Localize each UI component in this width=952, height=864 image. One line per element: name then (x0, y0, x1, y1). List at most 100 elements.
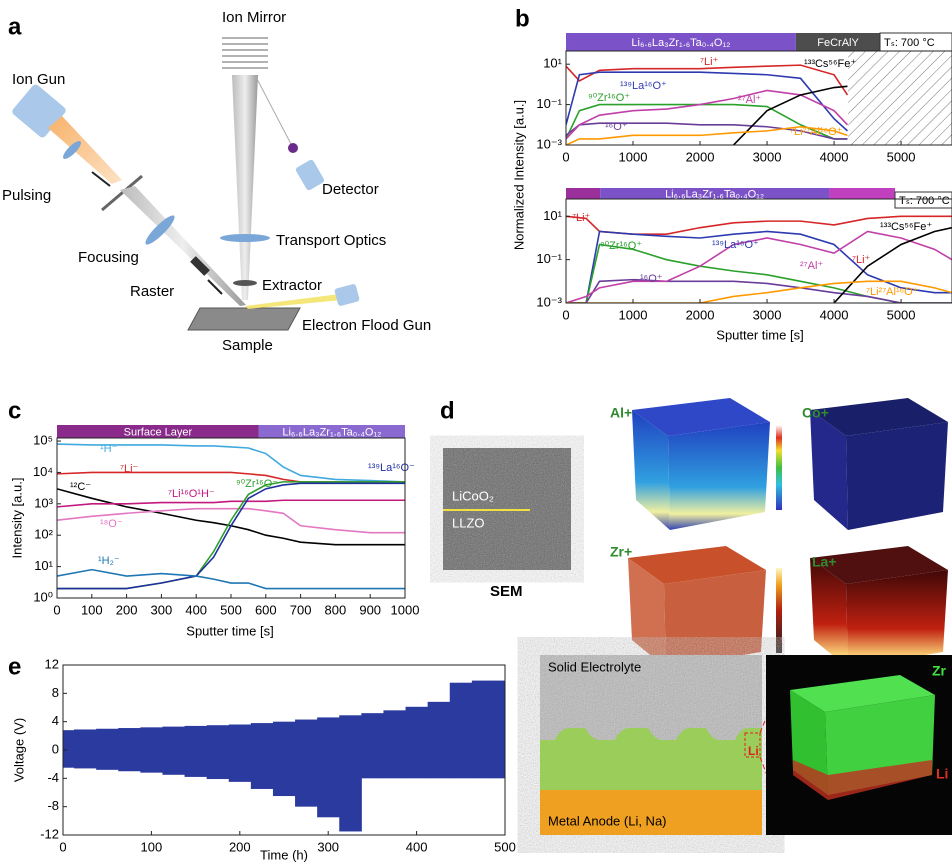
y-tick-label: 10⁻¹ (536, 96, 562, 111)
sem-caption: SEM (490, 583, 523, 600)
voltage-range (471, 680, 495, 779)
series-label: ¹H⁻ (100, 443, 118, 455)
voltage-range (63, 730, 75, 768)
x-tick-label: 100 (81, 602, 103, 617)
cube-zr (628, 546, 766, 668)
y-tick-label: -8 (47, 798, 59, 813)
transport-lens (220, 234, 270, 242)
x-tick-label: 300 (151, 602, 173, 617)
series-line (57, 499, 405, 508)
layer-band (829, 188, 896, 199)
ion-dot (288, 143, 298, 153)
x-tick-label: 0 (562, 307, 569, 322)
series-line (57, 482, 405, 590)
voltage-range (140, 727, 163, 773)
band-label: Surface Layer (124, 426, 193, 438)
x-tick-label: 0 (562, 149, 569, 164)
deflector (101, 174, 143, 212)
map-label: Al+ (610, 405, 632, 421)
x-tick-label: 200 (116, 602, 138, 617)
series-label: ¹³⁹La¹⁶O⁺ (712, 239, 759, 251)
y-tick-label: 12 (45, 656, 59, 671)
y-tick-label: 10⁴ (33, 464, 53, 479)
y-tick-label: 10⁻³ (536, 136, 562, 151)
y-axis-label: Intensity [a.u.] (9, 478, 24, 559)
series-line (57, 488, 405, 546)
voltage-range (184, 725, 208, 777)
ion-mirror-grating (222, 37, 268, 69)
x-tick-label: 5000 (887, 307, 916, 322)
voltage-range (427, 701, 451, 779)
series-label: ¹²C⁻ (70, 481, 91, 493)
raster-plate-2 (207, 279, 223, 295)
series-line (57, 443, 405, 483)
voltage-range (339, 715, 362, 832)
band-label: Li₆.₆La₃Zr₁.₆Ta₀.₄O₁₂ (631, 37, 730, 49)
label: Ion Gun (12, 71, 65, 88)
layer-band (566, 33, 796, 51)
voltage-range (405, 706, 429, 779)
voltage-range (206, 725, 230, 780)
detector (295, 159, 325, 191)
series-line (566, 278, 952, 303)
x-tick-label: 3000 (753, 149, 782, 164)
map-li (793, 760, 932, 800)
series-line (566, 89, 849, 140)
y-tick-label: 10⁻¹ (536, 251, 562, 266)
band-label: FeCrAlY (817, 37, 859, 49)
y-tick-label: 10² (34, 527, 53, 542)
series-line (833, 226, 952, 303)
voltage-range (272, 721, 296, 797)
voltage-range (361, 713, 384, 779)
x-axis-label: Sputter time [s] (716, 327, 803, 342)
x-tick-label: 1000 (619, 149, 648, 164)
voltage-range (96, 728, 119, 770)
x-tick-label: 4000 (820, 307, 849, 322)
label: Li (748, 744, 759, 758)
y-tick-label: 10⁰ (33, 589, 53, 604)
plot-area (566, 51, 952, 145)
label: Li (936, 766, 948, 782)
cube-la (810, 546, 948, 668)
series-label: ⁷Li²⁷Al¹⁶O⁺ (866, 286, 919, 298)
map-label: Co+ (802, 405, 829, 421)
label: Focusing (78, 249, 139, 266)
label: Pulsing (2, 187, 51, 204)
series-line (566, 230, 952, 303)
series-label: ²⁷Al⁺ (800, 260, 823, 272)
band-label: Li₆.₆La₃Zr₁.₆Ta₀.₄O₁₂ (282, 426, 381, 438)
annotation-box (894, 191, 952, 209)
y-tick-label: 10³ (34, 495, 53, 510)
colorbar (776, 568, 782, 653)
series-label: ⁷Li⁺ (852, 254, 871, 266)
panel-d: LiCoO₂ LLZO SEM Al+ Co+ Zr+ La+ (443, 398, 948, 668)
label: Metal Anode (Li, Na) (548, 813, 667, 828)
x-tick-label: 0 (59, 839, 66, 854)
voltage-range (449, 682, 473, 779)
label: Zr (932, 663, 947, 679)
cube-al (632, 398, 770, 530)
cube-co (810, 398, 948, 530)
band-label: Li₆.₆La₃Zr₁.₆Ta₀.₄O₁₂ (665, 188, 764, 200)
plot-area (63, 680, 505, 832)
panel-label: e (8, 653, 21, 680)
layer-band (258, 425, 405, 438)
x-tick-label: 100 (141, 839, 163, 854)
transport-cone (232, 75, 258, 300)
panel-e-schematic: Solid Electrolyte Metal Anode (Li, Na) L… (540, 655, 952, 836)
series-label: ⁷Li²⁷Al¹⁶O⁺ (790, 126, 843, 138)
x-tick-label: 500 (220, 602, 242, 617)
x-tick-label: 1000 (391, 602, 420, 617)
voltage-range (250, 723, 274, 789)
anode (540, 790, 762, 835)
series-label: ¹⁶O⁺ (640, 273, 663, 285)
x-tick-label: 5000 (887, 149, 916, 164)
sem-label: LLZO (452, 515, 485, 530)
label: Transport Optics (276, 232, 386, 249)
series-label: ¹³³Cs⁵⁶Fe⁺ (880, 221, 932, 233)
layer-band (600, 188, 830, 199)
series-label: ⁹⁰Zr¹⁶O⁺ (600, 240, 642, 252)
label: Raster (130, 283, 174, 300)
voltage-range (493, 680, 505, 779)
